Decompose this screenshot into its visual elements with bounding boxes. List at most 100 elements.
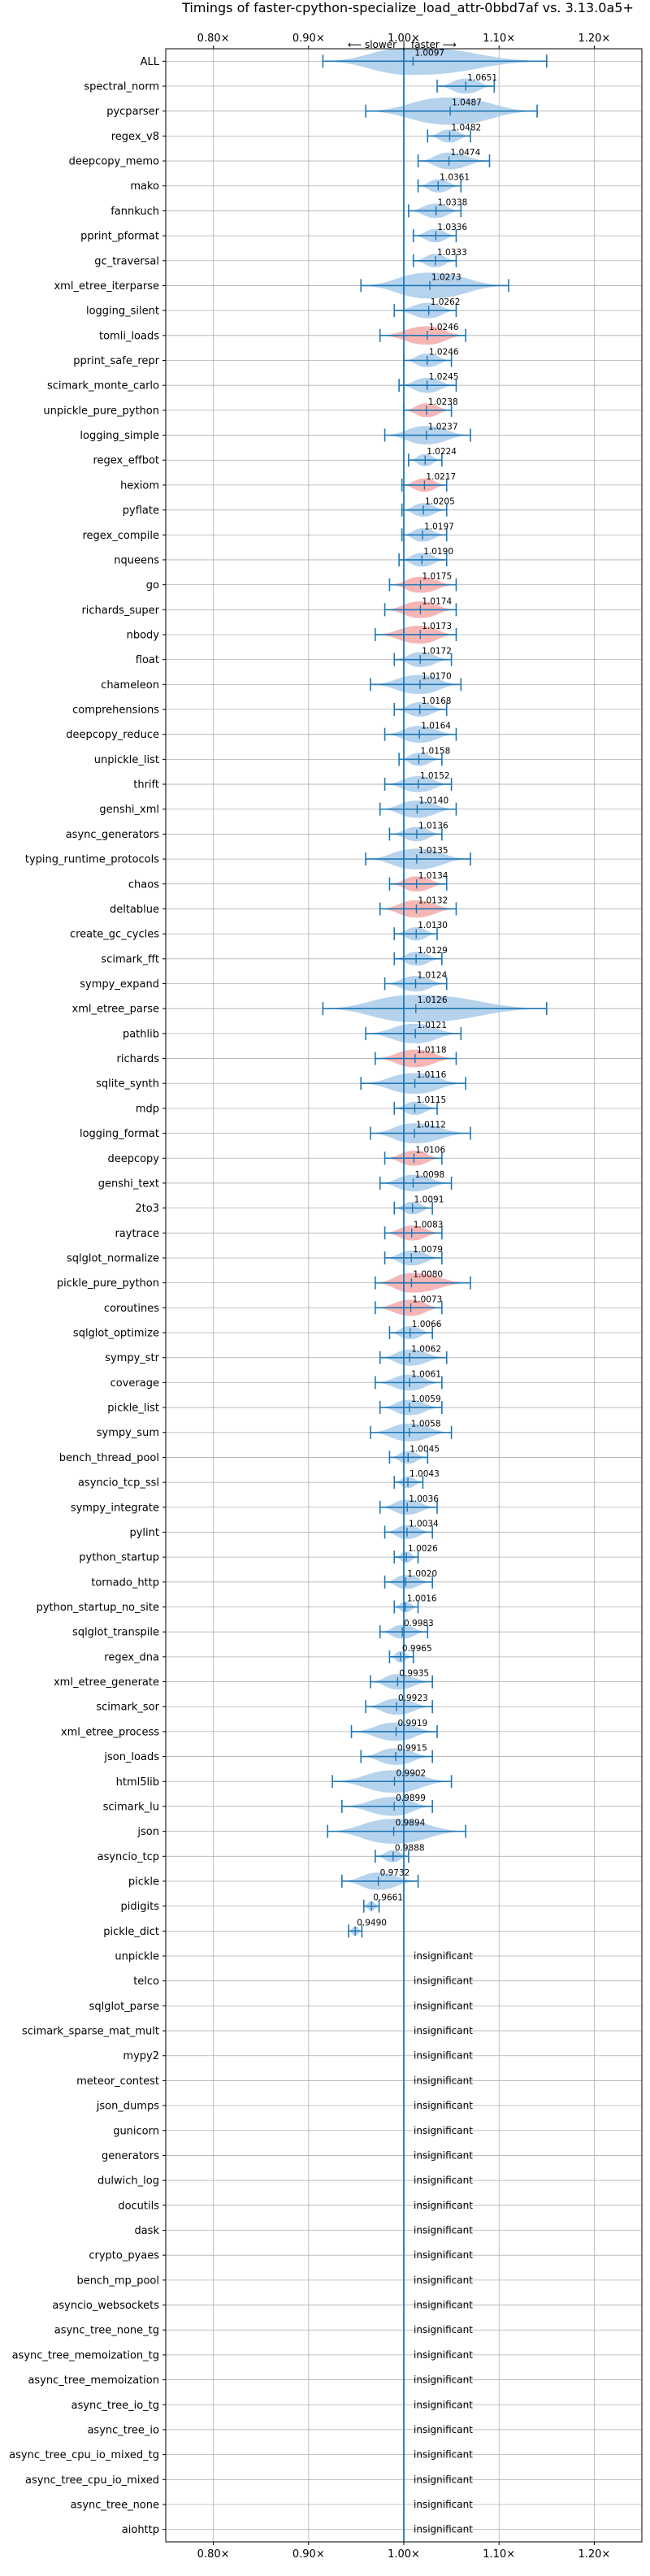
value-label: 1.0061 [411, 1369, 441, 1379]
benchmark-label: html5lib [116, 1776, 159, 1789]
labels-layer: 1.0097 1.0651 1.0487 1.0482 1.0474 1.0361 1.03… [357, 48, 497, 2535]
slower-direction-label: ⟵ slower [348, 39, 396, 50]
benchmark-label: raytrace [115, 1228, 159, 1240]
insignificant-label: insignificant [414, 2474, 473, 2485]
insignificant-label: insignificant [414, 2000, 473, 2011]
insignificant-label: insignificant [414, 1975, 473, 1987]
insignificant-label: insignificant [414, 2125, 473, 2136]
insignificant-label: insignificant [414, 2300, 473, 2311]
benchmark-label: async_tree_none [71, 2499, 159, 2511]
benchmark-label: deepcopy [107, 1153, 159, 1165]
value-label: 0.9661 [373, 1893, 403, 1903]
benchmark-label: aiohttp [122, 2524, 159, 2536]
benchmark-label: sqlite_synth [96, 1078, 159, 1091]
value-label: 1.0168 [422, 696, 452, 706]
value-label: 1.0134 [418, 871, 448, 881]
benchmark-label: unpickle_pure_python [43, 405, 159, 417]
value-label: 1.0173 [422, 622, 452, 631]
benchmark-label: async_generators [66, 829, 160, 841]
value-label: 1.0091 [414, 1195, 444, 1205]
benchmark-label: spectral_norm [84, 81, 159, 93]
value-label: 1.0079 [413, 1245, 443, 1255]
value-label: 0.9902 [396, 1768, 427, 1778]
value-label: 1.0115 [416, 1095, 446, 1105]
benchmark-label: xml_etree_generate [54, 1676, 159, 1689]
benchmark-label: asyncio_tcp_ssl [78, 1477, 159, 1490]
insignificant-label: insignificant [414, 2200, 473, 2211]
benchmark-label: sympy_str [105, 1352, 159, 1364]
benchmark-label: sqlglot_parse [89, 2001, 159, 2013]
marks-layer [322, 47, 548, 2542]
benchmark-label: richards [117, 1053, 160, 1065]
value-label: 1.0135 [418, 846, 448, 856]
benchmark-label: async_tree_memoization_tg [12, 2349, 159, 2361]
value-label: 0.9935 [399, 1669, 429, 1679]
value-label: 1.0205 [425, 497, 455, 507]
benchmark-label: async_tree_cpu_io_mixed [25, 2474, 159, 2487]
value-label: 1.0062 [411, 1345, 441, 1355]
benchmark-label: ALL [141, 56, 160, 68]
value-label: 1.0140 [418, 796, 448, 806]
benchmark-label: sympy_sum [97, 1427, 159, 1439]
value-label: 1.0126 [418, 995, 448, 1005]
insignificant-label: insignificant [414, 2050, 473, 2062]
benchmark-label: bench_thread_pool [59, 1452, 159, 1464]
value-label: 1.0237 [428, 423, 458, 432]
benchmark-label: dulwich_log [98, 2175, 159, 2188]
benchmark-label: scimark_fft [101, 953, 159, 965]
benchmark-label: regex_dna [104, 1651, 159, 1663]
value-label: 0.9983 [404, 1619, 434, 1628]
benchmark-label: go [146, 579, 159, 592]
benchmark-label: scimark_lu [103, 1801, 159, 1813]
benchmark-label: async_tree_io_tg [72, 2400, 159, 2412]
value-label: 1.0245 [429, 372, 459, 382]
value-label: 1.0158 [421, 746, 451, 756]
benchmark-label: chameleon [101, 679, 159, 692]
value-label: 1.0026 [408, 1544, 438, 1554]
benchmark-label: sqlglot_optimize [73, 1328, 159, 1340]
value-label: 1.0273 [431, 272, 462, 282]
insignificant-label: insignificant [414, 2075, 473, 2086]
plot-frame [165, 48, 643, 2543]
value-label: 1.0238 [428, 397, 458, 407]
value-label: 1.0474 [451, 148, 481, 158]
value-label: 1.0336 [437, 223, 467, 232]
benchmark-label: hexiom [120, 479, 159, 492]
insignificant-label: insignificant [414, 2524, 473, 2535]
x-tick-label-top: 1.20× [578, 33, 610, 45]
x-tick-label-top: 1.00× [388, 33, 420, 45]
insignificant-label: insignificant [414, 2249, 473, 2261]
insignificant-label: insignificant [414, 2100, 473, 2111]
faster-direction-label: faster ⟶ [411, 39, 457, 50]
value-label: 1.0217 [426, 472, 456, 482]
value-label: 1.0190 [423, 547, 453, 557]
x-tick-label-bottom: 1.20× [578, 2548, 610, 2561]
value-label: 1.0124 [418, 971, 448, 981]
benchmark-label: meteor_contest [76, 2075, 159, 2088]
benchmark-label: tornado_http [91, 1576, 159, 1589]
value-label: 1.0262 [431, 297, 461, 307]
insignificant-label: insignificant [414, 1950, 473, 1962]
value-label: 1.0016 [407, 1594, 437, 1604]
value-label: 0.9894 [396, 1819, 426, 1828]
benchmark-label: fannkuch [110, 206, 159, 218]
benchmark-label: pickle_list [107, 1403, 159, 1415]
x-tick-label-bottom: 1.00× [388, 2548, 420, 2561]
value-label: 1.0080 [413, 1270, 443, 1280]
benchmark-label: nbody [127, 629, 160, 641]
value-label: 1.0338 [438, 197, 468, 207]
benchmark-label: coroutines [104, 1303, 159, 1315]
benchmark-label: scimark_monte_carlo [47, 380, 159, 392]
x-tick-label-top: 0.80× [197, 33, 230, 45]
benchmark-label: unpickle_list [94, 754, 159, 766]
benchmark-label: richards_super [81, 605, 159, 617]
benchmark-label: unpickle [115, 1951, 159, 1963]
value-label: 0.9732 [380, 1868, 410, 1878]
benchmark-label: dask [134, 2225, 159, 2237]
benchmark-label: regex_v8 [111, 131, 159, 143]
value-label: 1.0066 [412, 1320, 442, 1329]
value-label: 1.0020 [407, 1569, 437, 1579]
benchmark-label: pprint_pformat [80, 231, 159, 243]
benchmark-label: docutils [118, 2200, 159, 2212]
benchmark-label: async_tree_io [87, 2424, 159, 2436]
